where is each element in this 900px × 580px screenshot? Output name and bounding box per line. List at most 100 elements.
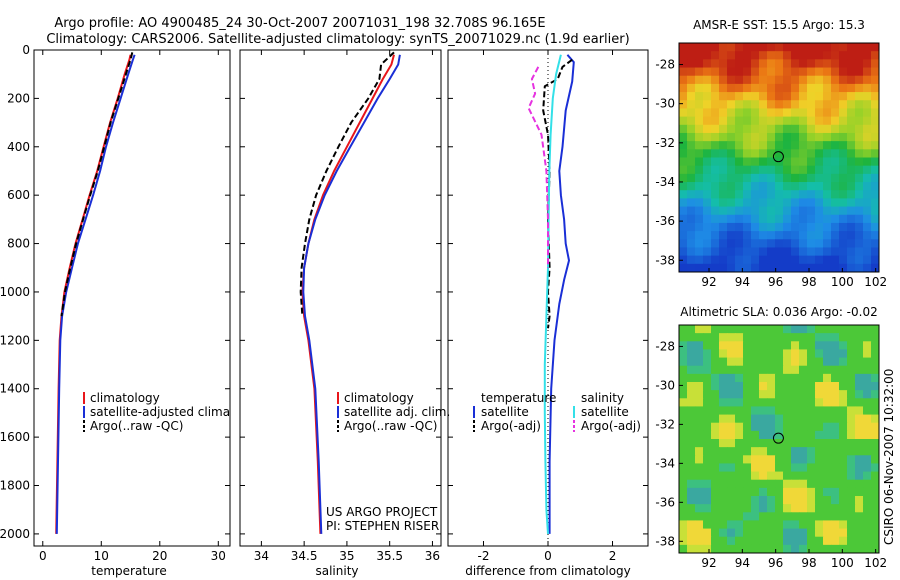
series-line-argo-raw-qc bbox=[299, 51, 395, 317]
map-cell bbox=[863, 231, 872, 240]
map-cell bbox=[847, 422, 856, 432]
map-cell bbox=[703, 132, 712, 142]
map-cell bbox=[751, 325, 760, 334]
map-cell bbox=[687, 255, 696, 265]
map-cell bbox=[679, 365, 688, 375]
map-cell bbox=[759, 108, 768, 118]
map-cell bbox=[751, 124, 760, 134]
map-cell bbox=[815, 222, 824, 232]
map-cell bbox=[831, 43, 840, 52]
map-cell bbox=[759, 132, 768, 142]
map-cell bbox=[679, 157, 688, 167]
map-cell bbox=[783, 382, 792, 391]
map-cell bbox=[727, 365, 736, 375]
map-cell bbox=[799, 255, 808, 265]
map-cell bbox=[695, 141, 704, 150]
map-cell bbox=[807, 247, 816, 257]
map-cell bbox=[727, 520, 736, 530]
map-cell bbox=[719, 190, 728, 199]
map-cell bbox=[735, 239, 744, 248]
map-cell bbox=[783, 75, 792, 85]
map-cell bbox=[727, 132, 736, 142]
map-cell bbox=[703, 471, 712, 481]
map-cell bbox=[679, 487, 688, 497]
map-cell bbox=[727, 165, 736, 175]
map-cell bbox=[871, 349, 880, 359]
map-cell bbox=[783, 365, 792, 375]
map-cell bbox=[831, 398, 840, 407]
map-cell bbox=[703, 496, 712, 505]
map-cell bbox=[775, 182, 784, 191]
map-cell bbox=[823, 479, 832, 489]
map-cell bbox=[871, 430, 880, 440]
map-cell bbox=[847, 83, 856, 93]
map-cell bbox=[807, 124, 816, 134]
map-cell bbox=[759, 83, 768, 93]
map-cell bbox=[799, 447, 808, 456]
map-cell bbox=[727, 463, 736, 473]
map-cell bbox=[799, 365, 808, 375]
map-cell bbox=[847, 222, 856, 232]
map-cell bbox=[719, 496, 728, 505]
map-cell bbox=[839, 382, 848, 391]
map-cell bbox=[863, 51, 872, 60]
map-cell bbox=[703, 373, 712, 383]
map-cell bbox=[839, 182, 848, 191]
map-cell bbox=[791, 165, 800, 175]
map-cell bbox=[791, 414, 800, 424]
map-cell bbox=[711, 247, 720, 257]
map-cell bbox=[695, 59, 704, 69]
map-cell bbox=[743, 100, 752, 109]
map-cell bbox=[711, 528, 720, 538]
map-cell bbox=[871, 487, 880, 497]
map-cell bbox=[735, 157, 744, 167]
map-cell bbox=[743, 382, 752, 391]
map-cell bbox=[783, 439, 792, 448]
map-cell bbox=[783, 165, 792, 175]
map-cell bbox=[831, 447, 840, 456]
map-cell bbox=[791, 108, 800, 118]
series-line-salinity-argo-adj bbox=[527, 66, 549, 268]
map-y-tick-label: -38 bbox=[655, 253, 675, 267]
map-cell bbox=[823, 471, 832, 481]
map-cell bbox=[863, 214, 872, 224]
map-cell bbox=[727, 173, 736, 183]
map-cell bbox=[695, 463, 704, 473]
map-cell bbox=[767, 247, 776, 257]
map-cell bbox=[791, 247, 800, 257]
y-tick-label: 200 bbox=[7, 91, 30, 105]
map-cell bbox=[735, 544, 744, 554]
map-cell bbox=[743, 365, 752, 375]
map-cell bbox=[735, 520, 744, 530]
map-cell bbox=[783, 528, 792, 538]
map-cell bbox=[767, 182, 776, 191]
map-cell bbox=[759, 116, 768, 126]
map-cell bbox=[687, 239, 696, 248]
map-cell bbox=[687, 67, 696, 77]
map-cell bbox=[823, 222, 832, 232]
map-cell bbox=[759, 422, 768, 432]
map-cell bbox=[839, 365, 848, 375]
map-cell bbox=[823, 198, 832, 208]
map-cell bbox=[679, 51, 688, 60]
map-cell bbox=[799, 214, 808, 224]
map-cell bbox=[799, 349, 808, 359]
map-cell bbox=[791, 406, 800, 416]
map-cell bbox=[767, 214, 776, 224]
map-cell bbox=[855, 528, 864, 538]
map-cell bbox=[703, 325, 712, 334]
map-cell bbox=[775, 520, 784, 530]
legend-header-salinity: salinity bbox=[581, 391, 624, 405]
map-cell bbox=[695, 222, 704, 232]
map-cell bbox=[839, 255, 848, 265]
map-cell bbox=[695, 496, 704, 505]
map-cell bbox=[863, 222, 872, 232]
map-cell bbox=[847, 165, 856, 175]
map-cell bbox=[799, 173, 808, 183]
map-cell bbox=[679, 222, 688, 232]
map-cell bbox=[727, 406, 736, 416]
map-cell bbox=[855, 198, 864, 208]
map-cell bbox=[743, 182, 752, 191]
map-cell bbox=[855, 341, 864, 350]
map-cell bbox=[799, 357, 808, 367]
